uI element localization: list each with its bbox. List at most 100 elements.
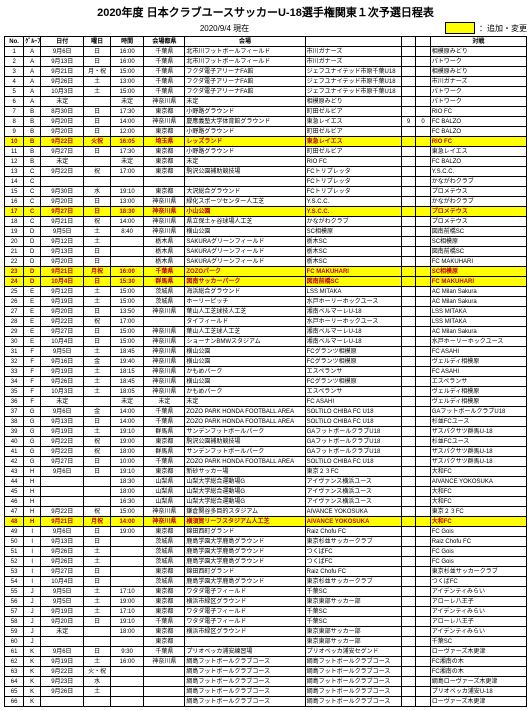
cell: 18:45	[110, 377, 144, 387]
cell	[41, 497, 84, 507]
cell	[401, 577, 415, 587]
cell: 市川ガナーズ	[305, 57, 401, 67]
cell: 相模原みどり	[305, 97, 401, 107]
cell: 10月4日	[41, 277, 84, 287]
cell: 9月20日	[41, 127, 84, 137]
cell	[401, 407, 415, 417]
cell: 東京２３FC	[430, 507, 526, 517]
cell: 大和FC	[430, 487, 526, 497]
cell	[401, 467, 415, 477]
cell: SOLTILO CHIBA FC U18	[305, 457, 401, 467]
cell: 綱島フットボールクラブコース	[305, 657, 401, 667]
cell: 横山公園	[185, 347, 305, 357]
cell	[110, 557, 144, 567]
cell: 9月27日	[41, 567, 84, 577]
table-row: 61K9月6日日9:30千葉県プリオベッカ浦安練習場プリオベッカ浦安セグンドロー…	[5, 647, 527, 657]
cell: 土	[84, 297, 110, 307]
col-header	[401, 37, 415, 47]
table-row: 57J9月19日土17:10東京都ワタダ電子フィールド千葉SCアイデンティみらい	[5, 607, 527, 617]
cell	[41, 697, 84, 707]
cell: 神奈川県	[144, 197, 185, 207]
cell: G	[24, 427, 41, 437]
cell: 35	[5, 387, 24, 397]
table-row: 42G9月27日日10:00千葉県ZOZO PARK HONDA FOOTBAL…	[5, 457, 527, 467]
table-row: 16C9月20日日13:00神奈川県緑化スポーツセンター人工芝Y.S.C.C.か…	[5, 197, 527, 207]
table-row: 27E9月20日日13:50神奈川県葉山人工芝球技人工芝湘南ベルマーレU-18L…	[5, 307, 527, 317]
cell	[416, 457, 430, 467]
cell: 葉山人工芝球技人工芝	[185, 307, 305, 317]
cell: かもめパーク	[185, 367, 305, 377]
table-row: 54I10月4日日茨城県鹿島学園大学鹿島グラウンド東京杉並サッカークラブつくばF…	[5, 577, 527, 587]
cell: 12	[5, 157, 24, 167]
cell: 14:00	[110, 407, 144, 417]
cell: 46	[5, 497, 24, 507]
cell: 土	[84, 77, 110, 87]
cell	[401, 267, 415, 277]
cell: 44	[5, 477, 24, 487]
cell: 30	[5, 337, 24, 347]
cell: 51	[5, 547, 24, 557]
cell: 49	[5, 527, 24, 537]
table-row: 50I9月13日日茨城県鹿島学園大学鹿島グラウンド東京杉並サッカークラブRaiz…	[5, 537, 527, 547]
cell	[401, 357, 415, 367]
cell: 栃木SC	[305, 257, 401, 267]
cell: 大和FC	[430, 467, 526, 477]
cell	[401, 167, 415, 177]
cell: 9月22日	[41, 667, 84, 677]
cell	[401, 507, 415, 517]
cell: 9月21日	[41, 67, 84, 77]
cell: 湘南ベルマーレU-18	[305, 337, 401, 347]
cell: アイデンティみらい	[430, 607, 526, 617]
cell: 水	[84, 677, 110, 687]
cell: 土	[84, 597, 110, 607]
cell: 未定	[185, 397, 305, 407]
cell: 日	[84, 107, 110, 117]
cell: 15:30	[110, 277, 144, 287]
cell: 13	[5, 167, 24, 177]
cell: 千葉県	[144, 77, 185, 87]
cell	[401, 67, 415, 77]
cell: 東京都	[144, 167, 185, 177]
table-row: 65K9月26日土綱島フットボールクラブコース綱島フットボールクラブコースプリオ…	[5, 687, 527, 697]
cell: I	[24, 547, 41, 557]
cell: 9月6日	[41, 647, 84, 657]
table-row: 6A未定未定神奈川県未定相模原みどりパトワーク	[5, 97, 527, 107]
table-row: 24D10月4日日15:30群馬県図南サッカーパーク図南前橋SCFC MAKUH…	[5, 277, 527, 287]
cell: 祝	[84, 167, 110, 177]
cell	[416, 217, 430, 227]
cell: 東京都	[144, 107, 185, 117]
cell: 日	[84, 537, 110, 547]
cell: 9月5日	[41, 227, 84, 237]
cell	[110, 247, 144, 257]
cell: J	[24, 607, 41, 617]
cell	[416, 517, 430, 527]
cell: B	[24, 117, 41, 127]
cell	[416, 537, 430, 547]
cell	[416, 197, 430, 207]
cell: 18:00	[110, 487, 144, 497]
cell: 58	[5, 617, 24, 627]
cell: 東京杉並サッカークラブ	[305, 577, 401, 587]
cell: 千葉県	[144, 67, 185, 77]
table-row: 15C9月30日水19:10東京都大沢総合グラウンドFCトリプレッタプロメテウス	[5, 187, 527, 197]
cell: ジェフユナイテッド市原千葉U18	[305, 87, 401, 97]
cell: 神奈川県	[144, 357, 185, 367]
cell: D	[24, 277, 41, 287]
cell: K	[24, 697, 41, 707]
cell	[84, 157, 110, 167]
cell: 神奈川県	[144, 367, 185, 377]
cell: G	[24, 457, 41, 467]
cell: 栃木SC	[305, 237, 401, 247]
cell	[144, 317, 185, 327]
cell: 38	[5, 417, 24, 427]
cell	[416, 677, 430, 687]
cell: ワタダ電子フィールド	[185, 587, 305, 597]
cell: 19:10	[110, 467, 144, 477]
cell: 9月22日	[41, 137, 84, 147]
cell	[401, 527, 415, 537]
cell: 27	[5, 307, 24, 317]
cell	[144, 687, 185, 697]
table-row: 21D9月13日日栃木県SAKURAグリーンフィールド栃木SC図南前橋SC	[5, 247, 527, 257]
cell	[401, 597, 415, 607]
cell	[41, 477, 84, 487]
